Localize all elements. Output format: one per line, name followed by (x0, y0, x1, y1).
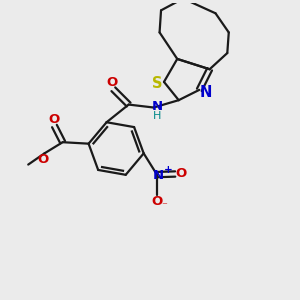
Text: O: O (106, 76, 118, 89)
Text: ⁻: ⁻ (162, 201, 167, 211)
Text: O: O (176, 167, 187, 180)
Text: S: S (152, 76, 163, 91)
Text: O: O (48, 113, 59, 126)
Text: N: N (152, 100, 163, 112)
Text: N: N (153, 169, 164, 182)
Text: O: O (151, 195, 163, 208)
Text: O: O (38, 153, 49, 167)
Text: H: H (153, 111, 162, 122)
Text: +: + (164, 165, 172, 175)
Text: N: N (200, 85, 212, 100)
